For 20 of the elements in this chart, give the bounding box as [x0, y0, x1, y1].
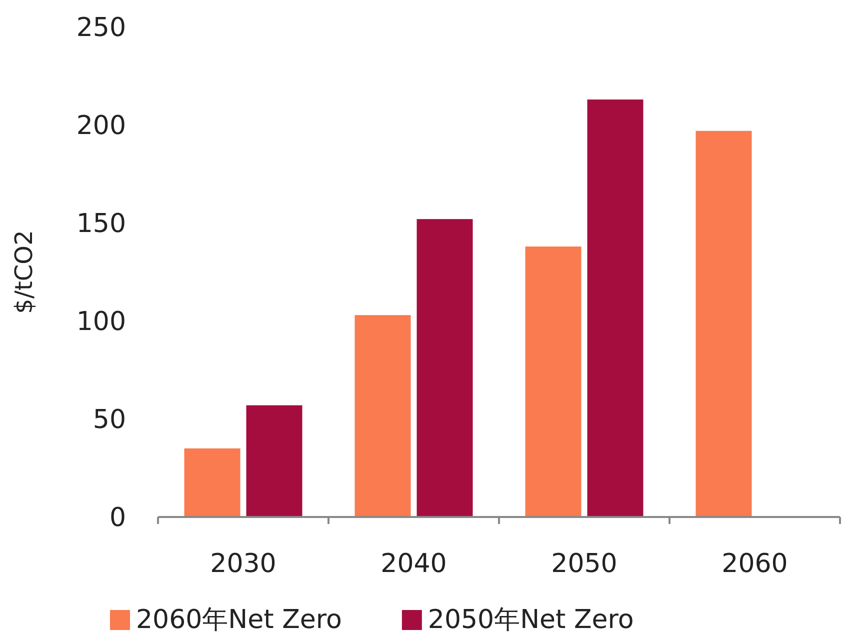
- bar: [587, 100, 644, 517]
- y-tick-label: 100: [76, 307, 126, 337]
- legend-label: 2050年Net Zero: [428, 605, 634, 635]
- x-tick-label: 2060: [722, 549, 788, 579]
- bar: [525, 246, 582, 517]
- bar: [184, 448, 240, 517]
- bar: [246, 405, 302, 517]
- y-axis-title: $/tCO2: [10, 230, 38, 314]
- y-tick-label: 200: [76, 111, 126, 141]
- y-tick-label: 250: [76, 13, 126, 43]
- y-tick-label: 0: [109, 503, 126, 533]
- y-tick-label: 50: [92, 405, 126, 435]
- bar: [696, 130, 752, 517]
- y-tick-label: 150: [76, 209, 126, 239]
- legend-label: 2060年Net Zero: [136, 605, 342, 635]
- bar: [416, 219, 473, 517]
- x-tick-label: 2050: [551, 549, 618, 579]
- bar: [354, 315, 411, 517]
- x-tick-label: 2040: [380, 549, 447, 579]
- x-tick-label: 2030: [210, 549, 276, 579]
